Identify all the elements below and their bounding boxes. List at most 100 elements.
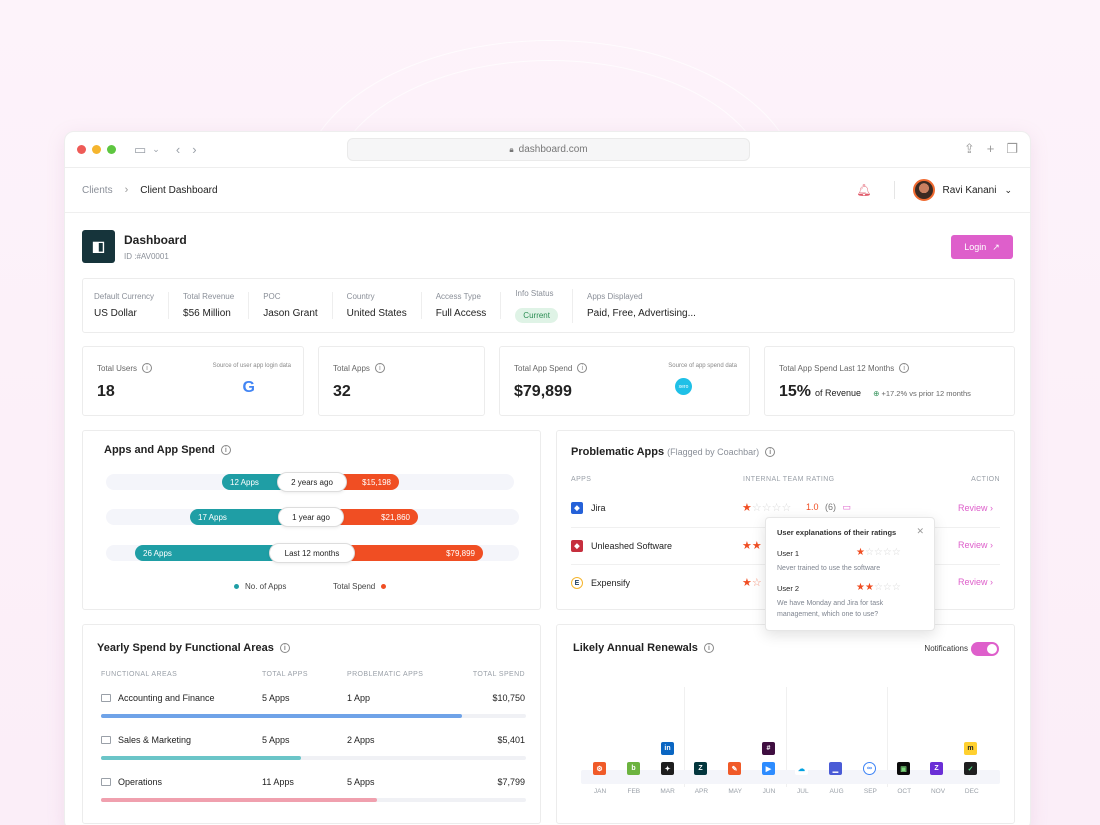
review-link[interactable]: Review › [958, 577, 994, 587]
info-icon[interactable]: i [765, 447, 776, 457]
forward-icon[interactable]: › [192, 142, 197, 157]
month-label-apr: APR [694, 788, 709, 795]
google-icon: G [242, 379, 255, 396]
breadcrumb-current: Client Dashboard [140, 184, 218, 196]
spend-bar-fill [101, 756, 301, 760]
section-subtitle: (Flagged by Coachbar) [667, 447, 760, 457]
month-label-jun: JUN [762, 788, 776, 795]
avatar[interactable] [912, 179, 935, 201]
jira-icon: ◆ [571, 502, 583, 514]
app-name: Jira [591, 503, 606, 513]
sidebar-icon[interactable]: ▭ [134, 141, 147, 157]
quarter-divider [684, 687, 686, 787]
review-link[interactable]: Review › [958, 540, 994, 550]
close-icon[interactable]: ✕ [916, 526, 924, 536]
spend-value: $15,198 [362, 477, 391, 487]
quarter-divider [785, 687, 787, 787]
info-label: Total Revenue [183, 292, 235, 301]
chevron-down-icon[interactable]: ⌄ [1004, 184, 1012, 195]
legend-dot [234, 584, 239, 589]
spend-bar-fill [101, 798, 378, 802]
stat-value: 32 [333, 383, 351, 400]
chevron-right-icon: › [124, 184, 129, 196]
spend-bar: $79,899 [333, 545, 483, 561]
review-link[interactable]: Review › [958, 503, 994, 513]
spend-bar-track [101, 756, 526, 760]
spend-bar-fill [101, 714, 463, 718]
page-title: Dashboard [124, 232, 187, 247]
info-value: Full Access [435, 308, 487, 319]
apps-spend-card: Apps and App Spend i 12 Apps $15,198 2 y… [82, 430, 541, 610]
stat-delta: +17.2% vs prior 12 months [881, 389, 971, 398]
chevron-down-icon[interactable]: ⌄ [152, 144, 160, 154]
info-icon[interactable]: i [899, 363, 910, 373]
notifications-label: Notifications [924, 644, 968, 653]
salesforce-icon: ☁ [795, 762, 808, 775]
comment-icon[interactable]: ▭ [842, 502, 852, 512]
figma-icon: ✦ [661, 762, 674, 775]
period-pill: 1 year ago [278, 507, 344, 527]
external-link-icon: ↗ [992, 241, 1000, 252]
info-value: US Dollar [94, 308, 137, 319]
review-label: Review [958, 503, 988, 513]
legend-spend: Total Spend [333, 582, 387, 591]
briefcase-icon [101, 778, 111, 786]
column-header-apps: APPS [571, 476, 592, 483]
notification-bell-icon[interactable]: 🔔︎ [856, 183, 872, 197]
quarter-divider [887, 687, 889, 787]
info-label: Access Type [435, 292, 481, 301]
notifications-toggle[interactable] [971, 642, 999, 656]
rating-stars: ★☆ [742, 577, 762, 589]
rating-stars: ★☆☆☆☆ [742, 502, 792, 514]
browser-window: ▭ ⌄ ‹ › 🔒︎ dashboard.com ⇪ + ❐ Clients ›… [64, 131, 1031, 825]
info-icon[interactable]: i [279, 643, 290, 653]
close-window-dot[interactable] [77, 145, 86, 154]
stat-label: Total Apps [333, 363, 370, 373]
user-name[interactable]: Ravi Kanani [942, 184, 997, 196]
client-logo: ◧ [82, 230, 115, 263]
top-navigation: Clients › Client Dashboard 🔔︎ Ravi Kanan… [65, 168, 1030, 213]
problematic-row-jira: ◆ Jira [571, 502, 606, 514]
rating-stars: ★★☆☆☆ [856, 582, 901, 593]
tabs-overview-icon[interactable]: ❐ [1006, 141, 1018, 156]
stat-label: Total Users [97, 363, 138, 373]
area-name: Accounting and Finance [118, 693, 215, 703]
total-spend: $10,750 [492, 693, 525, 703]
month-label-feb: FEB [627, 788, 641, 795]
spend-bar: $21,860 [333, 509, 418, 525]
info-access-type: Access Type Full Access [436, 292, 502, 319]
tooltip-user-name: User 1 [777, 549, 800, 558]
tooltip-user-note: Never trained to use the software [777, 565, 881, 572]
tooltip-user-name: User 2 [777, 584, 800, 593]
rating-stars: ★★ [742, 540, 762, 552]
functional-area: Sales & Marketing [101, 735, 191, 745]
back-icon[interactable]: ‹ [175, 142, 181, 157]
new-tab-icon[interactable]: + [986, 141, 995, 156]
total-users-card: Total Users i 18 Source of user app login… [82, 346, 304, 416]
info-icon[interactable]: i [703, 643, 714, 653]
info-icon[interactable]: i [142, 363, 153, 373]
area-name: Operations [118, 777, 163, 787]
problematic-row-unleashed: ◆ Unleashed Software [571, 540, 672, 552]
miro-icon: m [964, 742, 977, 755]
address-bar[interactable]: 🔒︎ dashboard.com [347, 138, 750, 161]
maximize-window-dot[interactable] [107, 145, 116, 154]
breadcrumb-clients[interactable]: Clients [82, 184, 113, 196]
info-value: United States [346, 308, 407, 319]
legend-apps: No. of Apps [234, 582, 286, 591]
minimize-window-dot[interactable] [92, 145, 101, 154]
info-value: Paid, Free, Advertising... [586, 308, 696, 319]
spend-bar: $15,198 [333, 474, 399, 490]
problematic-apps: 5 Apps [347, 777, 375, 787]
column-header: TOTAL APPS [262, 671, 308, 678]
info-icon[interactable]: i [577, 363, 588, 373]
info-icon[interactable]: i [220, 445, 231, 455]
info-icon[interactable]: i [374, 363, 385, 373]
info-poc: POC Jason Grant [263, 292, 333, 319]
rating-value: 1.0 [806, 502, 819, 512]
trend-up-icon: ⊕ [873, 389, 880, 398]
data-source-label: Source of user app login data [212, 363, 291, 369]
url-text: dashboard.com [518, 144, 588, 155]
login-button[interactable]: Login ↗ [951, 235, 1013, 259]
share-icon[interactable]: ⇪ [963, 141, 975, 156]
